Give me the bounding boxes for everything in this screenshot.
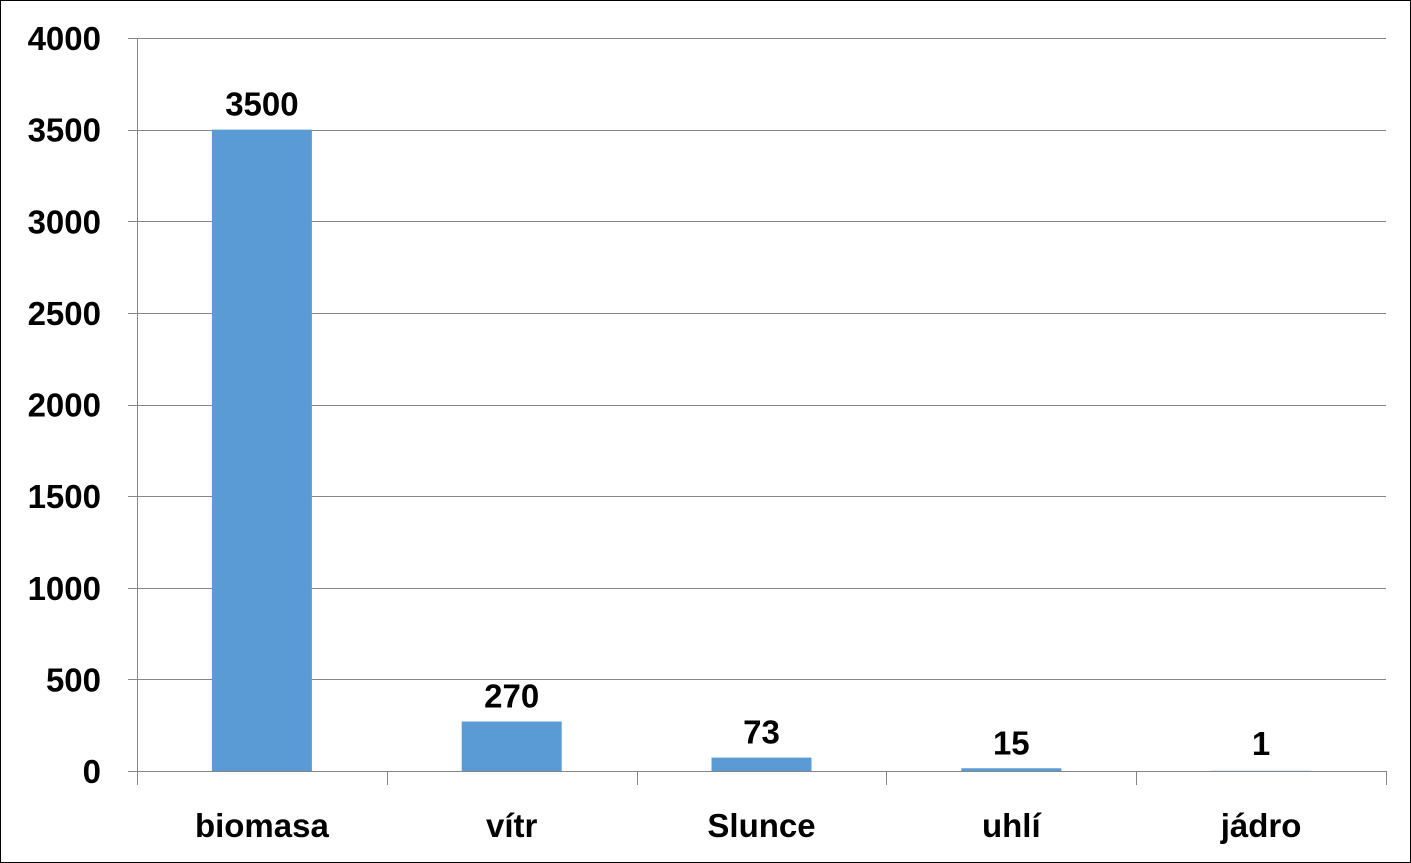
data-label: 73 bbox=[743, 714, 780, 751]
axes bbox=[128, 38, 1387, 785]
bars bbox=[211, 129, 1312, 771]
y-tick-label: 2000 bbox=[28, 387, 101, 424]
x-category-label: biomasa bbox=[195, 807, 330, 844]
y-tick-label: 500 bbox=[46, 661, 101, 698]
bar bbox=[711, 757, 812, 771]
bar bbox=[961, 768, 1062, 771]
y-tick-label: 3000 bbox=[28, 203, 101, 240]
x-category-label: vítr bbox=[486, 807, 538, 844]
data-label: 1 bbox=[1252, 725, 1270, 762]
y-tick-label: 4000 bbox=[28, 20, 101, 57]
y-tick-label: 2500 bbox=[28, 295, 101, 332]
gridlines bbox=[137, 38, 1386, 680]
data-label: 270 bbox=[484, 678, 539, 715]
y-tick-label: 1500 bbox=[28, 478, 101, 515]
data-label: 3500 bbox=[225, 86, 298, 123]
y-tick-label: 0 bbox=[83, 753, 101, 790]
x-category-label: Slunce bbox=[707, 807, 815, 844]
x-category-label: jádro bbox=[1220, 807, 1302, 844]
y-tick-label: 3500 bbox=[28, 112, 101, 149]
x-category-label: uhlí bbox=[982, 807, 1042, 844]
data-label: 15 bbox=[993, 724, 1030, 761]
y-tick-label: 1000 bbox=[28, 570, 101, 607]
bar bbox=[211, 129, 312, 771]
bar bbox=[461, 721, 562, 771]
labels: 0 500 1000 1500 2000 2500 3000 3500 4000 3500 biom… bbox=[28, 20, 1302, 844]
